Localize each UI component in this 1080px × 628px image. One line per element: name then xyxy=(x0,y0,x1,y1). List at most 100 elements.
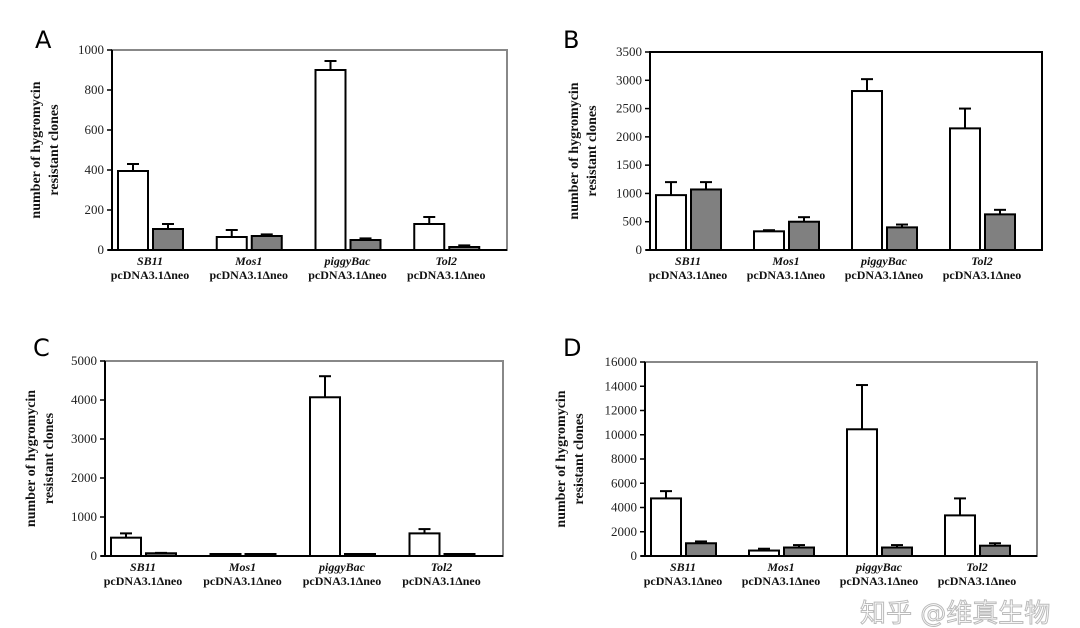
bar xyxy=(244,553,277,557)
y-tick-label: 0 xyxy=(98,242,105,257)
bar xyxy=(881,546,913,558)
y-tick-label: 0 xyxy=(631,548,638,563)
category-label: Tol2 xyxy=(431,560,453,574)
category-sublabel: pcDNA3.1Δneo xyxy=(308,268,387,282)
y-tick-label: 2000 xyxy=(616,129,642,144)
bar xyxy=(443,553,476,557)
category-sublabel: pcDNA3.1Δneo xyxy=(111,268,190,282)
category-sublabel: pcDNA3.1Δneo xyxy=(644,574,723,588)
category-label: Tol2 xyxy=(435,254,457,268)
y-tick-label: 4000 xyxy=(611,500,637,515)
bar xyxy=(215,236,248,251)
y-axis-label: resistant clones xyxy=(572,413,587,505)
category-label: Tol2 xyxy=(971,254,993,268)
y-tick-label: 3500 xyxy=(616,44,642,59)
category-label: Mos1 xyxy=(771,254,799,268)
category-label: Mos1 xyxy=(234,254,262,268)
panel-c: C 0 1000 2000 3000 4000 5000 number of hygromyc… xyxy=(24,334,504,588)
bar xyxy=(650,497,682,557)
bar xyxy=(748,549,780,558)
y-tick-label: 6000 xyxy=(611,475,637,490)
panel-b: B 0 500 1000 1500 2000 2500 3000 3500 number of h… xyxy=(563,26,1043,282)
bar xyxy=(314,69,347,251)
y-tick-label: 2000 xyxy=(71,470,97,485)
category-label: SB11 xyxy=(130,560,156,574)
panel-d: D 0 2000 4000 6000 8000 10000 12000 14000 16000 nu… xyxy=(554,334,1038,588)
category-label: piggyBac xyxy=(318,560,366,574)
y-tick-label: 400 xyxy=(85,162,105,177)
y-tick-label: 14000 xyxy=(605,378,638,393)
bar xyxy=(209,553,242,557)
category-sublabel: pcDNA3.1Δneo xyxy=(203,574,282,588)
category-sublabel: pcDNA3.1Δneo xyxy=(742,574,821,588)
category-sublabel: pcDNA3.1Δneo xyxy=(104,574,183,588)
bar xyxy=(145,552,177,558)
y-tick-label: 500 xyxy=(623,214,643,229)
watermark: 知乎 @维真生物 xyxy=(860,599,1050,628)
bar xyxy=(886,226,918,251)
plot-frame xyxy=(644,361,1038,557)
category-label: Mos1 xyxy=(228,560,256,574)
panel-label: D xyxy=(563,334,581,362)
y-tick-label: 2000 xyxy=(611,524,637,539)
bar xyxy=(344,553,376,557)
y-tick-label: 1000 xyxy=(78,42,104,57)
y-axis-label: resistant clones xyxy=(42,412,57,504)
bar xyxy=(685,542,717,557)
panel-label: B xyxy=(563,26,579,54)
bar xyxy=(408,532,441,558)
plot-frame xyxy=(104,360,504,557)
y-axis-label: resistant clones xyxy=(585,105,600,197)
category-sublabel: pcDNA3.1Δneo xyxy=(845,268,924,282)
panel-a: A 0 200 400 600 800 1000 number of hygromycin re… xyxy=(29,26,508,282)
category-sublabel: pcDNA3.1Δneo xyxy=(649,268,728,282)
category-label: SB11 xyxy=(670,560,696,574)
category-label: Tol2 xyxy=(966,560,988,574)
bar xyxy=(448,246,481,251)
y-tick-label: 1500 xyxy=(616,157,642,172)
y-tick-label: 5000 xyxy=(71,353,97,368)
bar xyxy=(846,428,878,558)
y-axis-label: resistant clones xyxy=(47,104,62,196)
y-tick-label: 1000 xyxy=(71,509,97,524)
y-tick-label: 16000 xyxy=(605,354,638,369)
y-tick-label: 2500 xyxy=(616,101,642,116)
y-tick-label: 1000 xyxy=(616,185,642,200)
bar xyxy=(984,213,1016,251)
panel-label: C xyxy=(33,334,50,362)
category-label: piggyBac xyxy=(855,560,903,574)
bar xyxy=(949,127,981,251)
category-sublabel: pcDNA3.1Δneo xyxy=(840,574,919,588)
panel-label: A xyxy=(35,26,52,54)
category-sublabel: pcDNA3.1Δneo xyxy=(209,268,288,282)
bar xyxy=(117,170,149,251)
bar xyxy=(152,228,184,251)
bar xyxy=(309,396,341,557)
bar xyxy=(753,230,785,251)
bar xyxy=(413,223,446,251)
category-label: piggyBac xyxy=(324,254,372,268)
category-label: piggyBac xyxy=(860,254,908,268)
y-tick-label: 600 xyxy=(85,122,105,137)
y-tick-label: 200 xyxy=(85,202,105,217)
y-tick-label: 10000 xyxy=(605,427,638,442)
category-label: SB11 xyxy=(137,254,163,268)
y-axis-label: number of hygromycin xyxy=(29,81,44,218)
category-sublabel: pcDNA3.1Δneo xyxy=(747,268,826,282)
bar xyxy=(250,235,283,251)
category-sublabel: pcDNA3.1Δneo xyxy=(303,574,382,588)
y-tick-label: 8000 xyxy=(611,451,637,466)
y-axis-label: number of hygromycin xyxy=(567,82,582,219)
y-axis-label: number of hygromycin xyxy=(554,390,569,527)
category-sublabel: pcDNA3.1Δneo xyxy=(402,574,481,588)
category-sublabel: pcDNA3.1Δneo xyxy=(938,574,1017,588)
category-sublabel: pcDNA3.1Δneo xyxy=(407,268,486,282)
bar xyxy=(788,220,820,251)
y-tick-label: 12000 xyxy=(605,403,638,418)
bar xyxy=(349,239,382,251)
y-tick-label: 3000 xyxy=(71,431,97,446)
category-label: Mos1 xyxy=(766,560,794,574)
category-label: SB11 xyxy=(675,254,701,268)
y-tick-label: 3000 xyxy=(616,72,642,87)
